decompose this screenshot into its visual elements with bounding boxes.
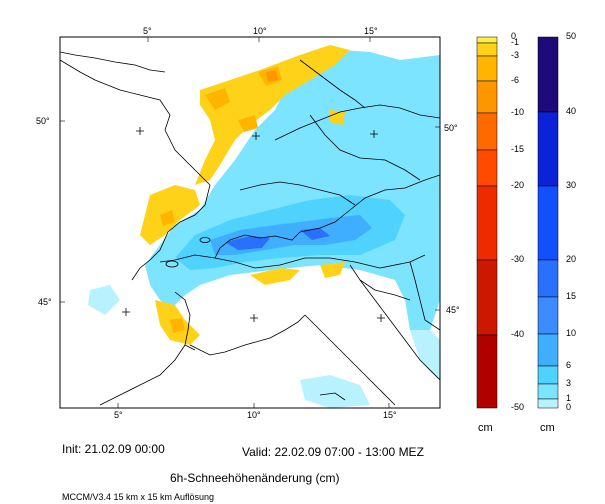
pos-colorbar-segment [537, 365, 559, 385]
neg-colorbar-label: -6 [511, 75, 520, 85]
neg-colorbar-segment [476, 80, 498, 114]
pos-colorbar-segment [537, 398, 559, 409]
snow-decrease-stronger [160, 66, 282, 333]
neg-colorbar-segment [476, 185, 498, 261]
snow-decrease-colorbar [476, 36, 498, 409]
left-lat-label-45: 45° [38, 297, 52, 307]
model-info: MCCM/V3.4 15 km x 15 km Auflösung [62, 492, 215, 502]
neg-colorbar-segment [476, 42, 498, 57]
pos-colorbar-label: 6 [566, 360, 572, 370]
neg-colorbar-segment [476, 112, 498, 151]
pos-colorbar-segment [537, 333, 559, 367]
snow-increase-region-italy [300, 375, 370, 408]
pos-colorbar-label: 1 [566, 393, 572, 403]
bottom-lon-label-10: 10° [247, 410, 261, 420]
valid-time: Valid: 22.02.09 07:00 - 13:00 MEZ [242, 445, 424, 459]
bottom-lon-label-5: 5° [114, 410, 123, 420]
neg-colorbar-segment [476, 334, 498, 409]
neg-colorbar-segment [476, 55, 498, 82]
pos-colorbar-label: 10 [566, 328, 577, 338]
pos-colorbar-label: 0 [566, 402, 572, 412]
neg-colorbar-label: -20 [511, 180, 525, 190]
snow-increase-colorbar [537, 36, 559, 409]
pos-colorbar-segment [537, 296, 559, 335]
top-lon-label-10: 10° [253, 26, 267, 36]
neg-colorbar-label: -3 [511, 50, 520, 60]
neg-colorbar-label: -50 [511, 402, 525, 412]
pos-colorbar-label: 50 [566, 31, 577, 41]
neg-colorbar-segment [476, 259, 498, 336]
right-lat-label-45: 45° [446, 305, 460, 315]
pos-colorbar-segment [537, 111, 559, 187]
negative-scale-unit: cm [478, 422, 493, 434]
lakes [165, 237, 211, 268]
right-lat-label-50: 50° [444, 123, 458, 133]
top-lon-label-5: 5° [143, 26, 152, 36]
map-title: 6h-Schneehöhenänderung (cm) [170, 471, 340, 485]
pos-colorbar-label: 15 [566, 291, 577, 301]
top-lon-label-15: 15° [364, 26, 378, 36]
neg-colorbar-label: 0 [511, 31, 517, 41]
map-frame [59, 36, 441, 409]
pos-colorbar-segment [537, 36, 559, 113]
neg-colorbar-segment [476, 36, 498, 44]
neg-colorbar-segment [476, 149, 498, 187]
snow-increase-15-20 [225, 228, 330, 250]
pos-colorbar-segment [537, 185, 559, 261]
neg-colorbar-label: -15 [511, 144, 525, 154]
snow-decrease-strongest [266, 70, 278, 82]
bottom-lon-label-15: 15° [383, 410, 397, 420]
pos-colorbar-label: 40 [566, 106, 577, 116]
pos-colorbar-label: 3 [566, 378, 572, 388]
neg-colorbar-label: -1 [511, 37, 520, 47]
pos-colorbar-label: 20 [566, 254, 577, 264]
pos-colorbar-label: 30 [566, 180, 577, 190]
positive-scale-unit: cm [540, 422, 555, 434]
left-lat-label-50: 50° [36, 116, 50, 126]
init-time: Init: 21.02.09 00:00 [62, 442, 165, 456]
coastlines [60, 51, 440, 406]
pos-colorbar-segment [537, 259, 559, 298]
neg-colorbar-label: -30 [511, 254, 525, 264]
map-plot-area [60, 37, 440, 408]
snow-increase-region [145, 50, 440, 345]
grid-cross-markers [122, 127, 385, 322]
neg-colorbar-label: -40 [511, 329, 525, 339]
country-borders [60, 59, 440, 351]
pos-colorbar-segment [537, 383, 559, 400]
neg-colorbar-label: -10 [511, 107, 525, 117]
graticule [60, 37, 440, 408]
